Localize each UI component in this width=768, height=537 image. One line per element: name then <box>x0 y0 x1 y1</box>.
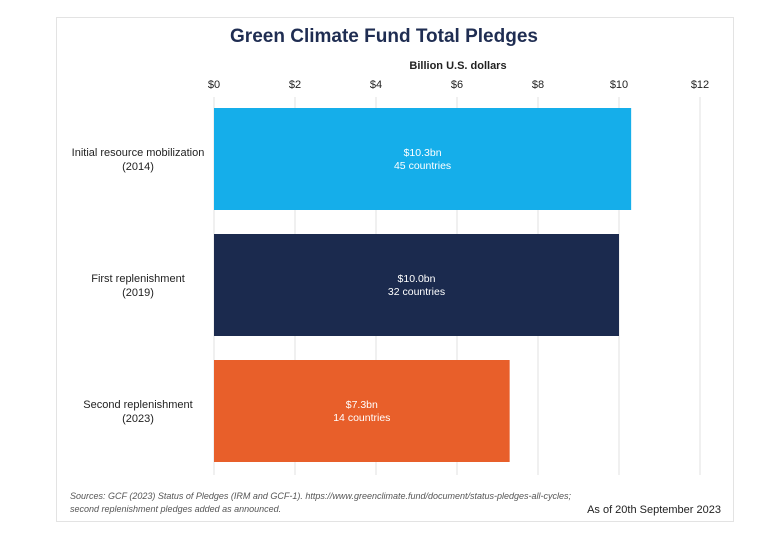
x-axis-title: Billion U.S. dollars <box>409 60 507 72</box>
x-tick-label: $8 <box>532 79 544 91</box>
bar <box>214 360 510 462</box>
category-label: Second replenishment <box>83 399 192 411</box>
bar <box>214 234 619 336</box>
x-tick-label: $10 <box>610 79 628 91</box>
category-year-label: (2019) <box>122 287 154 299</box>
chart-title: Green Climate Fund Total Pledges <box>230 26 538 47</box>
as-of-date: As of 20th September 2023 <box>587 504 721 516</box>
bar-value-label: $10.3bn <box>404 147 442 159</box>
category-label: Initial resource mobilization <box>72 147 205 159</box>
category-year-label: (2023) <box>122 413 154 425</box>
x-tick-label: $4 <box>370 79 382 91</box>
bar-count-label: 45 countries <box>394 160 451 172</box>
x-tick-label: $2 <box>289 79 301 91</box>
source-line-2: second replenishment pledges added as an… <box>70 504 282 514</box>
bar-count-label: 32 countries <box>388 286 445 298</box>
category-label: First replenishment <box>91 273 185 285</box>
x-tick-label: $0 <box>208 79 220 91</box>
bar-value-label: $10.0bn <box>398 273 436 285</box>
x-tick-label: $6 <box>451 79 463 91</box>
category-year-label: (2014) <box>122 161 154 173</box>
x-tick-label: $12 <box>691 79 709 91</box>
source-line-1: Sources: GCF (2023) Status of Pledges (I… <box>70 491 572 501</box>
bar <box>214 108 632 210</box>
bar-value-label: $7.3bn <box>346 399 378 411</box>
source-note: Sources: GCF (2023) Status of Pledges (I… <box>70 490 630 516</box>
bar-count-label: 14 countries <box>333 412 390 424</box>
